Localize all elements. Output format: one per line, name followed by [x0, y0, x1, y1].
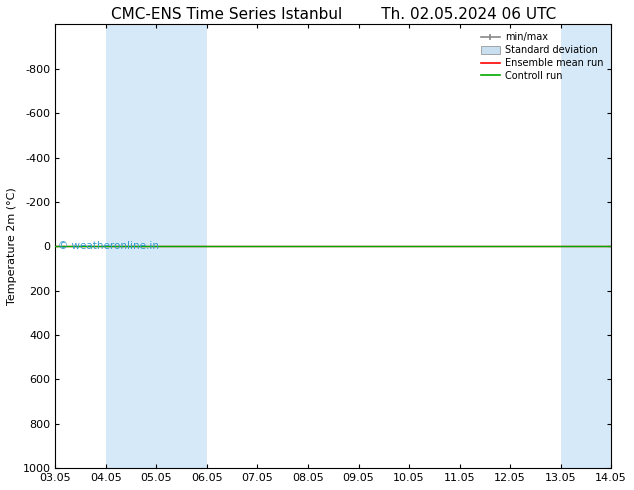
Y-axis label: Temperature 2m (°C): Temperature 2m (°C)	[7, 188, 17, 305]
Bar	[157, 24, 207, 468]
Bar	[106, 24, 157, 468]
Text: © weatheronline.in: © weatheronline.in	[58, 242, 159, 251]
Bar	[560, 24, 611, 468]
Title: CMC-ENS Time Series Istanbul        Th. 02.05.2024 06 UTC: CMC-ENS Time Series Istanbul Th. 02.05.2…	[111, 7, 556, 22]
Bar	[611, 24, 634, 468]
Legend: min/max, Standard deviation, Ensemble mean run, Controll run: min/max, Standard deviation, Ensemble me…	[477, 29, 606, 84]
